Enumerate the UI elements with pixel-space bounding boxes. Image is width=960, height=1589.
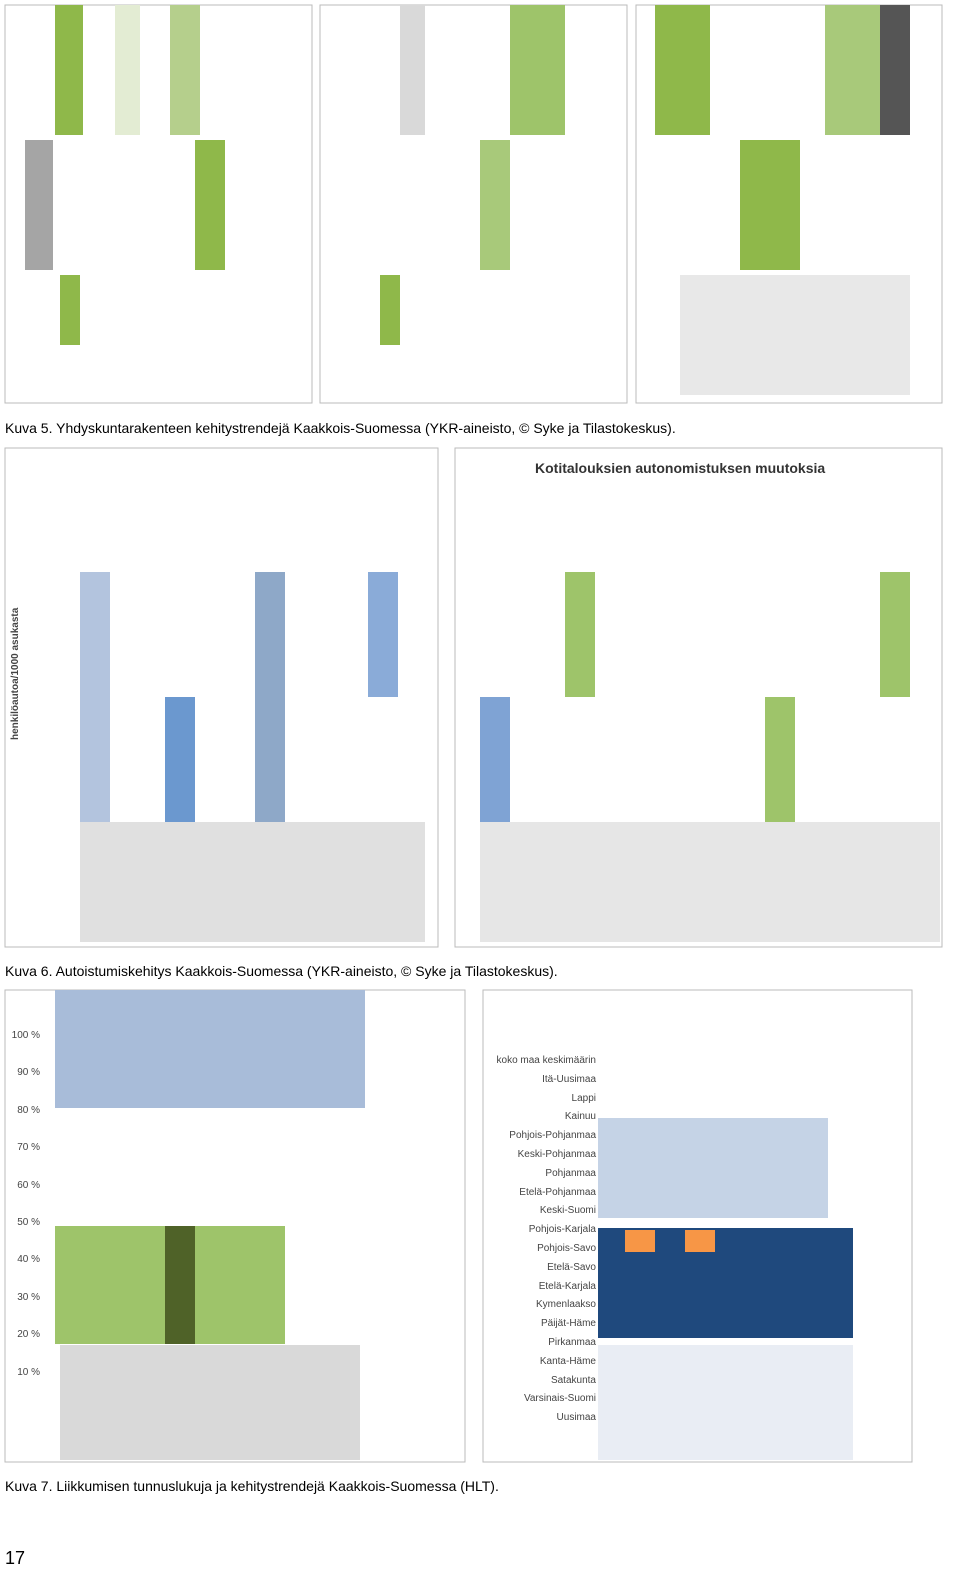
region-label: Pohjois-Savo bbox=[537, 1243, 596, 1254]
y-tick-label: 60 % bbox=[17, 1179, 40, 1191]
figure7-bars bbox=[55, 990, 853, 1460]
region-label: Lappi bbox=[571, 1092, 596, 1104]
region-label: Pohjanmaa bbox=[545, 1167, 596, 1179]
figure5-bars bbox=[25, 5, 910, 395]
region-label: Kymenlaakso bbox=[535, 1299, 596, 1311]
region-label: Keski-Suomi bbox=[539, 1205, 596, 1217]
region-label: Itä-Uusimaa bbox=[542, 1073, 596, 1085]
region-label: koko maa keskimäärin bbox=[496, 1055, 596, 1066]
region-label: Pohjois-Karjala bbox=[528, 1224, 596, 1236]
y-tick-label: 100 % bbox=[11, 1030, 40, 1041]
y-tick-label: 40 % bbox=[17, 1254, 40, 1266]
page-number: 17 bbox=[5, 1548, 26, 1568]
y-tick-label: 50 % bbox=[17, 1217, 40, 1228]
region-label: Etelä-Pohjanmaa bbox=[519, 1186, 596, 1198]
region-label: Keski-Pohjanmaa bbox=[517, 1149, 596, 1160]
y-tick-label: 20 % bbox=[17, 1329, 40, 1341]
y-tick-label: 70 % bbox=[17, 1142, 40, 1154]
figure6-bars bbox=[80, 572, 940, 942]
region-label: Etelä-Savo bbox=[547, 1261, 596, 1273]
region-label: Etelä-Karjala bbox=[538, 1280, 596, 1292]
caption: Kuva 6. Autoistumiskehitys Kaakkois-Suom… bbox=[5, 963, 558, 979]
axis-label: henkilöautoa/1000 asukasta bbox=[10, 607, 21, 740]
caption: Kuva 7. Liikkumisen tunnuslukuja ja kehi… bbox=[5, 1478, 499, 1494]
region-label: Pohjois-Pohjanmaa bbox=[509, 1130, 596, 1142]
y-tick-label: 10 % bbox=[17, 1366, 40, 1378]
y-tick-label: 30 % bbox=[17, 1291, 40, 1303]
region-label: Pirkanmaa bbox=[548, 1337, 596, 1348]
y-tick-label: 90 % bbox=[17, 1067, 40, 1079]
region-label: Päijät-Häme bbox=[540, 1318, 596, 1330]
region-label: Varsinais-Suomi bbox=[523, 1393, 596, 1405]
region-label: Satakunta bbox=[550, 1374, 596, 1386]
caption: Kuva 5. Yhdyskuntarakenteen kehitystrend… bbox=[5, 420, 676, 436]
y-tick-label: 80 % bbox=[17, 1104, 40, 1116]
region-label: Uusimaa bbox=[556, 1412, 596, 1424]
region-label: Kainuu bbox=[564, 1111, 596, 1123]
region-label: Kanta-Häme bbox=[539, 1355, 596, 1367]
chart-title: Kotitalouksien autonomistuksen muutoksia bbox=[535, 460, 826, 476]
panel bbox=[319, 4, 628, 404]
